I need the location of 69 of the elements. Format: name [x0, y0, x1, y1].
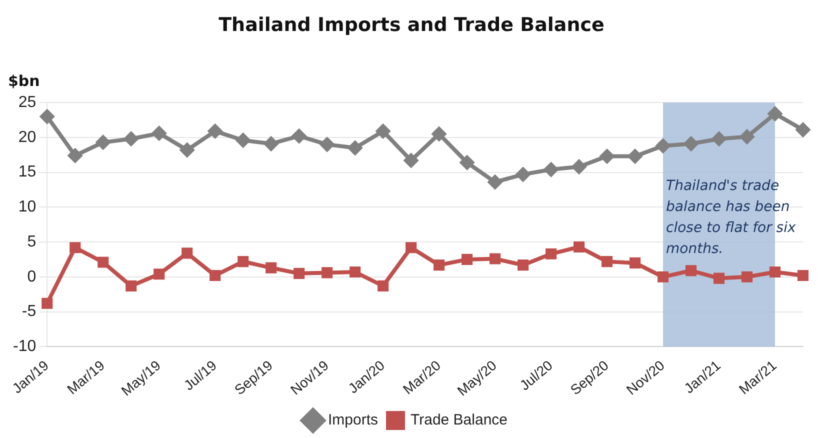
chart-title: Thailand Imports and Trade Balance [218, 14, 606, 36]
point [320, 137, 334, 152]
point [376, 124, 390, 138]
point [378, 280, 389, 292]
point [685, 265, 697, 276]
y-tick-label: 25 [18, 94, 36, 112]
point [238, 256, 249, 268]
band-label: Thailand's trade balance has been close to flat for six months. [666, 178, 796, 257]
point [572, 160, 586, 174]
point [490, 253, 501, 264]
point [600, 149, 614, 164]
point [740, 130, 754, 144]
point [154, 268, 165, 280]
point [180, 143, 194, 158]
point [236, 133, 250, 148]
y-tick-label: 10 [18, 198, 36, 216]
point [42, 298, 53, 309]
point [350, 266, 361, 278]
point [266, 262, 277, 274]
point [152, 126, 166, 140]
legend-label: Imports [328, 412, 378, 429]
point [684, 136, 698, 151]
point [518, 260, 529, 271]
point [460, 156, 474, 170]
point [98, 256, 109, 268]
point [68, 148, 82, 163]
point [629, 257, 641, 268]
point [126, 280, 137, 292]
point [292, 129, 306, 144]
point [712, 132, 726, 146]
point [546, 248, 557, 260]
point [516, 167, 530, 182]
point [70, 242, 81, 254]
point [768, 106, 782, 121]
point [404, 153, 418, 168]
y-tick-label: 15 [18, 164, 36, 181]
legend-label: Trade Balance [410, 412, 508, 429]
point [574, 241, 585, 252]
point [544, 162, 558, 177]
point [713, 272, 725, 284]
point [628, 149, 642, 164]
point [40, 110, 54, 124]
point [601, 256, 613, 268]
y-tick-label: 0 [27, 268, 36, 286]
point [797, 270, 809, 282]
point [348, 140, 362, 155]
point [96, 135, 110, 150]
point [769, 266, 781, 278]
point [462, 254, 473, 266]
point [434, 260, 445, 271]
point [210, 270, 221, 282]
point [657, 271, 669, 282]
point [432, 126, 446, 141]
y-tick-label: 5 [27, 233, 36, 250]
point [124, 132, 138, 146]
point [796, 122, 810, 137]
point [488, 175, 502, 190]
y-tick-label: -10 [13, 338, 36, 356]
y-tick-label: -5 [22, 303, 36, 320]
point [741, 271, 753, 282]
point [294, 268, 305, 279]
point [182, 248, 193, 259]
point [406, 242, 417, 254]
point [322, 267, 333, 278]
y-axis-title: $bn [8, 72, 40, 90]
point [208, 124, 222, 138]
y-tick-label: 20 [18, 128, 36, 146]
point [656, 138, 670, 153]
point [264, 136, 278, 151]
